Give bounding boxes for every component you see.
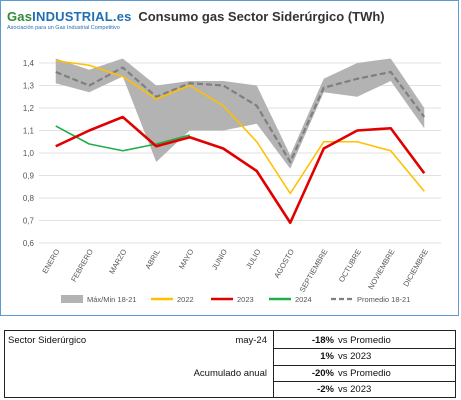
y-tick-label: 1,1 bbox=[23, 127, 35, 136]
x-tick-label: ABRIL bbox=[143, 248, 162, 271]
series-line-promedio-18-21 bbox=[55, 66, 426, 164]
logo-brand-industrial: INDUSTRIAL bbox=[32, 9, 113, 24]
x-tick-label: OCTUBRE bbox=[337, 248, 363, 284]
x-tick-label: FEBRERO bbox=[69, 247, 95, 283]
y-tick-label: 1,4 bbox=[23, 59, 35, 68]
summary-value: -18% bbox=[311, 335, 334, 346]
logo-tagline: Asociación para un Gas Industrial Compet… bbox=[7, 25, 120, 31]
x-tick-label: ENERO bbox=[40, 247, 61, 275]
summary-value: -2% bbox=[317, 384, 334, 395]
x-tick-label: MAYO bbox=[177, 247, 196, 270]
series-line-2022 bbox=[55, 59, 425, 195]
y-tick-label: 1,2 bbox=[23, 104, 35, 113]
x-tick-label: AGOSTO bbox=[272, 247, 296, 279]
y-tick-label: 0,7 bbox=[23, 217, 35, 226]
summary-rule bbox=[273, 381, 455, 382]
band-max-min bbox=[55, 58, 425, 169]
gasindustrial-logo: GasINDUSTRIAL.es Asociación para un Gas … bbox=[7, 9, 132, 31]
x-tick-label: MARZO bbox=[107, 247, 128, 275]
y-tick-label: 0,6 bbox=[23, 239, 35, 248]
summary-divider bbox=[273, 331, 274, 397]
series-line-2024 bbox=[55, 125, 190, 152]
acumulado-label: Acumulado anual bbox=[193, 368, 267, 379]
x-tick-label: DICIEMBRE bbox=[401, 248, 430, 289]
chart-title: Consumo gas Sector Siderúrgico (TWh) bbox=[138, 9, 385, 24]
legend-label: 2024 bbox=[295, 295, 312, 304]
summary-rule bbox=[273, 365, 455, 366]
logo-brand: GasINDUSTRIAL.es bbox=[7, 9, 132, 24]
chart-frame: GasINDUSTRIAL.es Asociación para un Gas … bbox=[0, 0, 459, 316]
logo-brand-gas: Gas bbox=[7, 9, 33, 24]
y-tick-label: 0,9 bbox=[23, 172, 35, 181]
series-line-2023 bbox=[55, 115, 426, 225]
legend-label: 2022 bbox=[177, 295, 194, 304]
logo-brand-es: .es bbox=[112, 9, 132, 24]
legend-label: 2023 bbox=[237, 295, 254, 304]
y-tick-label: 1,0 bbox=[23, 149, 35, 158]
y-tick-label: 1,3 bbox=[23, 82, 35, 91]
summary-value: 1% bbox=[320, 351, 334, 362]
x-tick-label: SEPTIEMBRE bbox=[298, 248, 330, 294]
summary-comparison: vs Promedio bbox=[338, 335, 391, 346]
x-tick-label: NOVIEMBRE bbox=[366, 248, 396, 291]
summary-comparison: vs Promedio bbox=[338, 368, 391, 379]
legend-swatch bbox=[61, 295, 83, 303]
summary-table: Sector Siderúrgico may-24 Acumulado anua… bbox=[4, 330, 456, 398]
summary-value: -20% bbox=[311, 368, 334, 379]
line-chart: 0,6 0,7 0,8 0,9 1,0 1,1 1,2 1,3 1,4 ENERO FEBRERO M… bbox=[23, 58, 441, 304]
legend-label: Máx/Min 18-21 bbox=[87, 295, 137, 304]
sector-label: Sector Siderúrgico bbox=[8, 335, 87, 346]
y-tick-label: 0,8 bbox=[23, 194, 35, 203]
period-label: may-24 bbox=[235, 335, 267, 346]
x-tick-label: JUNIO bbox=[210, 247, 229, 271]
summary-comparison: vs 2023 bbox=[338, 384, 372, 395]
summary-rule bbox=[273, 348, 455, 349]
legend-label: Promedio 18-21 bbox=[357, 295, 410, 304]
x-tick-label: JULIO bbox=[244, 247, 263, 270]
summary-comparison: vs 2023 bbox=[338, 351, 372, 362]
